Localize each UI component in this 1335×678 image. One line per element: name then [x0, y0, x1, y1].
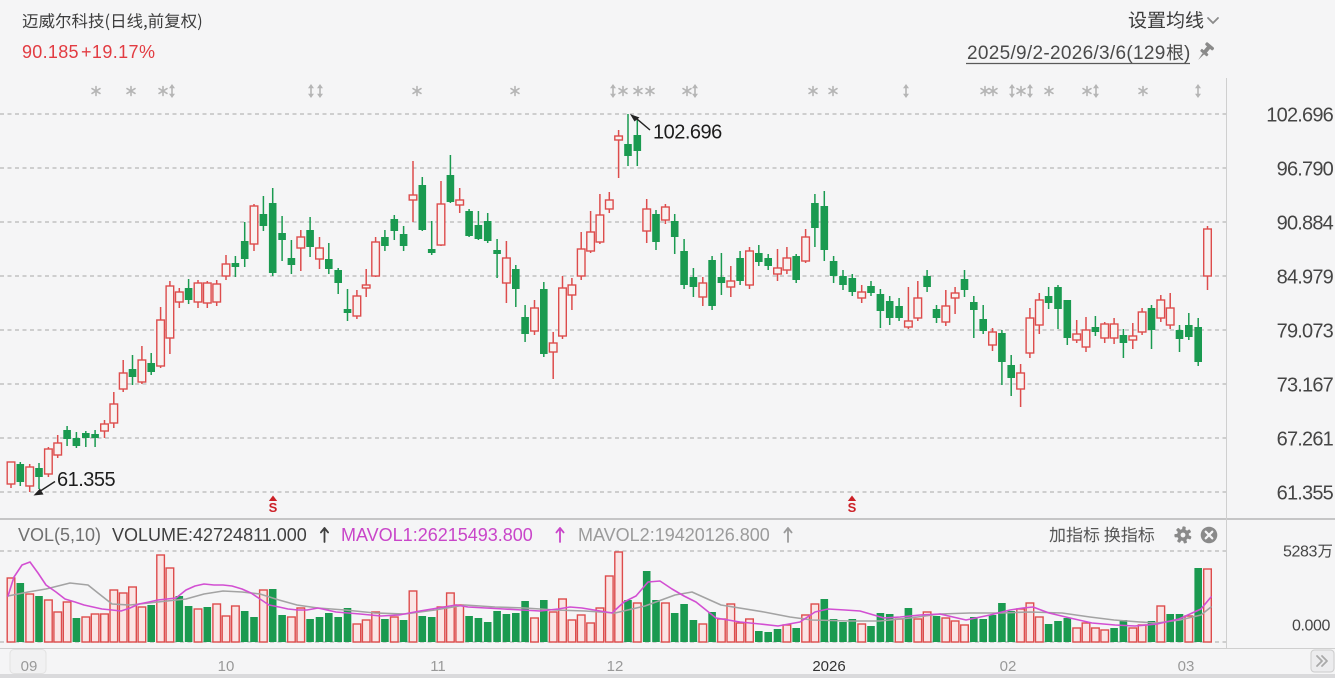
svg-text:67.261: 67.261 — [1277, 428, 1334, 450]
svg-text:VOL(5,10): VOL(5,10) — [18, 525, 101, 545]
svg-text:09: 09 — [21, 658, 38, 675]
svg-text:73.167: 73.167 — [1277, 374, 1334, 396]
svg-text:03: 03 — [1178, 658, 1195, 675]
svg-text:61.355: 61.355 — [1277, 482, 1334, 504]
svg-text:10: 10 — [218, 658, 235, 675]
svg-text:0.000: 0.000 — [1292, 618, 1331, 635]
svg-text:61.355: 61.355 — [57, 469, 116, 491]
svg-text:102.696: 102.696 — [653, 122, 722, 144]
svg-text:MAVOL2:19420126.800: MAVOL2:19420126.800 — [578, 525, 770, 545]
svg-text:02: 02 — [1000, 658, 1017, 675]
svg-text:79.073: 79.073 — [1277, 320, 1334, 342]
svg-text:102.696: 102.696 — [1266, 104, 1333, 126]
svg-text:84.979: 84.979 — [1277, 266, 1334, 288]
svg-text:VOLUME:42724811.000: VOLUME:42724811.000 — [112, 525, 307, 545]
svg-text:+19.17%: +19.17% — [81, 42, 155, 62]
svg-text:12: 12 — [607, 658, 624, 675]
svg-text:96.790: 96.790 — [1277, 158, 1334, 180]
svg-text:90.185: 90.185 — [22, 42, 79, 62]
svg-text:90.884: 90.884 — [1277, 212, 1334, 234]
svg-text:5283: 5283 — [1283, 544, 1317, 561]
svg-text:11: 11 — [430, 658, 446, 675]
svg-text:2025/9/2-2026/3/6(129: 2025/9/2-2026/3/6(129 — [967, 43, 1166, 64]
svg-text:S: S — [848, 500, 857, 515]
svg-text:): ) — [1184, 43, 1190, 64]
svg-text:S: S — [269, 500, 278, 515]
svg-text:2026: 2026 — [812, 658, 845, 675]
svg-text:MAVOL1:26215493.800: MAVOL1:26215493.800 — [341, 525, 533, 545]
